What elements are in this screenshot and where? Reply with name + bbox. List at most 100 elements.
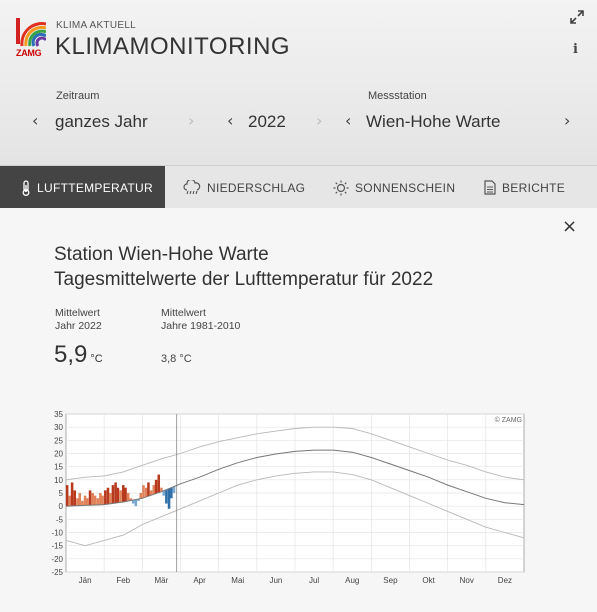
tab-lufttemperatur[interactable]: LUFTTEMPERATUR bbox=[0, 166, 165, 209]
period-value[interactable]: ganzes Jahr bbox=[55, 112, 148, 131]
y-tick-label: 20 bbox=[54, 450, 63, 459]
daily-anomaly-bar bbox=[149, 490, 153, 496]
daily-anomaly-bar bbox=[81, 500, 84, 506]
daily-anomaly-bar bbox=[129, 498, 133, 501]
sun-icon bbox=[333, 180, 349, 195]
year-prev-chevron-icon[interactable]: ‹ bbox=[227, 111, 234, 130]
logo-text: ZAMG bbox=[16, 48, 42, 58]
y-tick-label: 25 bbox=[54, 436, 63, 445]
x-tick-label: Mai bbox=[231, 576, 244, 585]
daily-anomaly-bar bbox=[76, 498, 79, 506]
daily-anomaly-bar bbox=[116, 487, 120, 503]
daily-anomaly-bar bbox=[96, 498, 99, 505]
daily-anomaly-bar bbox=[70, 482, 74, 506]
period-next-chevron-icon[interactable]: › bbox=[188, 111, 195, 130]
y-tick-label: -25 bbox=[51, 568, 63, 577]
tab-label: LUFTTEMPERATUR bbox=[37, 180, 153, 195]
temperature-chart: 35 30 25 20 15 10 5 0 -5 -10 -15 -20 -25 Jän Feb Mär Ap… bbox=[51, 410, 525, 585]
max-envelope-line bbox=[65, 426, 525, 481]
daily-anomaly-bar bbox=[114, 482, 117, 504]
daily-anomaly-bar bbox=[160, 487, 163, 492]
stat-current-label: Mittelwert Jahr 2022 bbox=[55, 307, 102, 333]
daily-anomaly-bar bbox=[139, 493, 143, 499]
y-tick-label: -15 bbox=[51, 542, 63, 551]
daily-anomaly-bar bbox=[86, 498, 89, 506]
period-label: Zeitraum bbox=[56, 90, 100, 102]
y-tick-label: 30 bbox=[54, 423, 63, 432]
app-title: KLIMAMONITORING bbox=[55, 33, 291, 60]
document-icon bbox=[484, 180, 496, 195]
daily-anomaly-bar bbox=[93, 495, 97, 505]
x-tick-label: Jul bbox=[309, 576, 319, 585]
stat-climate-label-line1: Mittelwert bbox=[161, 307, 206, 319]
chart-grid bbox=[65, 413, 525, 573]
tab-label: NIEDERSCHLAG bbox=[207, 180, 306, 195]
daily-anomaly-bar bbox=[131, 500, 135, 504]
app-subtitle: KLIMA AKTUELL bbox=[56, 20, 137, 31]
tab-label: BERICHTE bbox=[502, 180, 566, 195]
panel-title-line1: Station Wien-Hohe Warte bbox=[54, 244, 269, 265]
x-tick-label: Dez bbox=[498, 576, 512, 585]
daily-anomaly-bar bbox=[172, 486, 176, 493]
year-next-chevron-icon[interactable]: › bbox=[316, 111, 323, 130]
x-tick-label: Sep bbox=[383, 576, 398, 585]
station-next-chevron-icon[interactable]: › bbox=[564, 111, 571, 130]
daily-anomaly-bar bbox=[126, 493, 130, 501]
daily-anomaly-bar bbox=[162, 490, 165, 496]
x-tick-label: Aug bbox=[345, 576, 359, 585]
tab-sonnenschein[interactable]: SONNENSCHEIN bbox=[333, 166, 455, 209]
daily-anomaly-bar bbox=[68, 495, 72, 507]
station-prev-chevron-icon[interactable]: ‹ bbox=[345, 111, 352, 130]
tab-label: SONNENSCHEIN bbox=[355, 180, 456, 195]
daily-anomaly-bar bbox=[147, 482, 150, 497]
year-value[interactable]: 2022 bbox=[248, 112, 286, 131]
x-tick-label: Apr bbox=[193, 576, 206, 585]
daily-anomaly-bar bbox=[124, 487, 127, 502]
rain-cloud-icon bbox=[183, 179, 201, 194]
panel-title: Station Wien-Hohe Warte Tagesmittelwerte… bbox=[54, 242, 433, 292]
daily-anomaly-bar bbox=[157, 474, 161, 493]
daily-anomaly-bar bbox=[167, 488, 171, 509]
station-label: Messstation bbox=[368, 90, 427, 102]
stat-current-unit: °C bbox=[90, 353, 103, 365]
x-tick-label: Mär bbox=[155, 576, 169, 585]
stat-climate-value: 3,8 °C bbox=[161, 353, 192, 365]
app-header: ZAMG KLIMA AKTUELL KLIMAMONITORING i Zei… bbox=[0, 0, 597, 165]
daily-anomaly-bar bbox=[137, 499, 140, 501]
stat-climate-label-line2: Jahre 1981-2010 bbox=[161, 320, 241, 332]
daily-anomaly-bar bbox=[65, 485, 69, 507]
info-icon[interactable]: i bbox=[573, 42, 578, 57]
x-tick-label: Feb bbox=[116, 576, 130, 585]
tab-berichte[interactable]: BERICHTE bbox=[484, 166, 565, 209]
daily-anomaly-bar bbox=[88, 490, 92, 506]
daily-anomaly-bar bbox=[91, 493, 94, 506]
tab-niederschlag[interactable]: NIEDERSCHLAG bbox=[183, 166, 305, 209]
y-tick-label: 0 bbox=[59, 502, 64, 511]
y-tick-label: 35 bbox=[54, 410, 63, 419]
period-prev-chevron-icon[interactable]: ‹ bbox=[32, 111, 39, 130]
stat-climate-label: Mittelwert Jahre 1981-2010 bbox=[161, 307, 240, 333]
daily-anomaly-bar bbox=[73, 490, 77, 506]
daily-anomaly-bar bbox=[165, 489, 168, 504]
daily-anomaly-bar bbox=[101, 495, 104, 505]
close-icon[interactable]: × bbox=[562, 216, 578, 237]
min-envelope-line bbox=[65, 471, 525, 547]
daily-anomaly-bar bbox=[83, 495, 87, 506]
temperature-panel: × Station Wien-Hohe Warte Tagesmittelwer… bbox=[0, 208, 597, 612]
daily-anomaly-bar bbox=[99, 493, 102, 505]
daily-anomaly-bar bbox=[104, 490, 107, 505]
y-tick-label: -10 bbox=[51, 529, 63, 538]
daily-anomaly-bar bbox=[119, 490, 122, 503]
daily-anomaly-bar bbox=[144, 487, 148, 497]
thermometer-icon bbox=[22, 179, 30, 196]
daily-anomaly-bar bbox=[154, 479, 158, 494]
x-tick-label: Jän bbox=[79, 576, 92, 585]
y-tick-label: -20 bbox=[51, 555, 63, 564]
climate-mean-line bbox=[65, 449, 525, 507]
expand-icon[interactable] bbox=[570, 10, 584, 24]
chart-x-ticks: Jän Feb Mär Apr Mai Jun Jul Aug Sep Okt Nov Dez bbox=[79, 576, 512, 585]
daily-anomaly-bar bbox=[109, 493, 112, 504]
daily-anomaly-bar bbox=[142, 485, 145, 498]
station-value[interactable]: Wien-Hohe Warte bbox=[366, 112, 501, 131]
panel-title-line2: Tagesmittelwerte der Lufttemperatur für … bbox=[54, 269, 434, 290]
